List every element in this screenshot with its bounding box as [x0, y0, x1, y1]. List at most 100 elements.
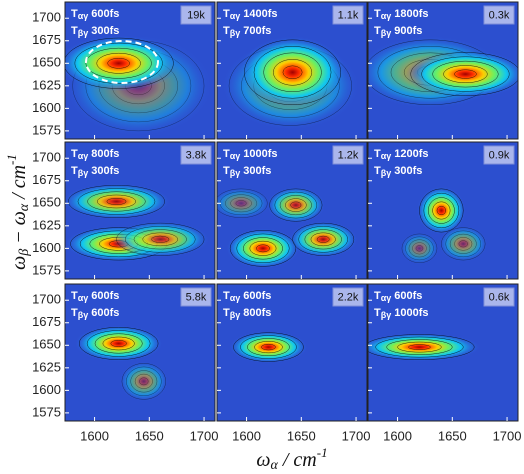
delay-value: 300fs	[243, 165, 271, 177]
panel-frame	[216, 1, 368, 140]
contour	[96, 52, 141, 74]
contour	[78, 327, 159, 360]
contour	[408, 239, 431, 258]
delay-symbol: T	[223, 290, 230, 302]
delay-value: 1800fs	[394, 8, 428, 20]
delay-sub: αγ	[381, 11, 392, 21]
peak	[75, 325, 163, 362]
y-tick-label: 1600	[32, 240, 61, 255]
contour	[235, 200, 247, 207]
plot-area	[217, 142, 367, 279]
delay-sub: αγ	[230, 11, 241, 21]
contour	[412, 242, 427, 255]
contour	[310, 232, 336, 247]
y-tick-label: 1675	[32, 172, 61, 187]
scale-box	[332, 287, 364, 307]
label-sub: β	[17, 249, 32, 257]
label-sup: -1	[317, 445, 328, 460]
contour	[273, 59, 313, 86]
panel-frame	[367, 1, 519, 140]
contour	[87, 191, 146, 212]
peak	[65, 183, 170, 220]
peak	[405, 50, 518, 98]
contour	[249, 240, 277, 256]
delay-value: 600fs	[91, 8, 119, 20]
delay-value: 900fs	[394, 25, 422, 37]
delay-value: 1400fs	[243, 8, 277, 20]
scale-box	[483, 5, 515, 25]
contour	[86, 330, 151, 357]
delay-symbol: T	[374, 290, 381, 302]
scale-box	[332, 5, 364, 25]
y-tick-label: 1575	[32, 404, 61, 419]
delay-sub: αγ	[78, 11, 89, 21]
scale-box	[180, 145, 212, 165]
contour	[454, 237, 473, 251]
delay-value: 300fs	[91, 165, 119, 177]
delay-label: Tαγ 600fs	[374, 290, 422, 303]
delay-symbol: T	[223, 165, 230, 177]
panel: 1600 1650 1700 1575 1600 1625 1650 1675 1700 Tαγ 6…	[32, 283, 219, 443]
x-tick-label: 1650	[438, 428, 467, 443]
delay-label: Tαγ 600fs	[71, 290, 119, 303]
delay-label: Tβγ 900fs	[374, 25, 422, 38]
contour	[263, 52, 322, 93]
scale-label: 3.8k	[186, 149, 207, 161]
panel-frame	[367, 283, 519, 422]
contour	[368, 334, 475, 360]
contour	[142, 232, 179, 247]
contour	[443, 65, 488, 84]
panel-frame	[367, 141, 519, 280]
delay-symbol: T	[374, 148, 381, 160]
scale-box	[483, 287, 515, 307]
contour	[106, 197, 127, 205]
contour	[256, 244, 270, 253]
contour	[458, 240, 468, 248]
delay-symbol: T	[223, 307, 230, 319]
delay-value: 800fs	[243, 307, 271, 319]
delay-sub: αγ	[381, 151, 392, 161]
delay-symbol: T	[71, 148, 78, 160]
delay-value: 700fs	[243, 25, 271, 37]
delay-symbol: T	[223, 8, 230, 20]
contour	[304, 229, 342, 250]
contour	[298, 226, 348, 253]
delay-label: Tαγ 1200fs	[374, 148, 429, 161]
y-tick-label: 1600	[32, 382, 61, 397]
scale-label: 19k	[187, 9, 205, 21]
label-part: ω	[8, 256, 30, 270]
contour	[269, 188, 323, 222]
x-tick-label: 1650	[287, 428, 316, 443]
contour	[130, 370, 158, 393]
contour	[408, 344, 431, 350]
y-tick-label: 1700	[32, 10, 61, 25]
x-tick-label: 1700	[493, 428, 522, 443]
contour	[279, 195, 312, 216]
contour	[261, 343, 276, 351]
delay-sub: βγ	[78, 168, 89, 178]
y-tick-label: 1625	[32, 217, 61, 232]
delay-label: Tαγ 600fs	[71, 8, 119, 21]
y-tick-label: 1675	[32, 32, 61, 47]
x-tick-label: 1600	[383, 428, 412, 443]
contour	[65, 37, 174, 89]
scale-label: 2.2k	[338, 291, 359, 303]
delay-sub: βγ	[381, 168, 392, 178]
plot-area	[65, 142, 215, 279]
label-sup: -1	[4, 154, 19, 165]
delay-label: Tβγ 600fs	[71, 307, 119, 320]
delay-symbol: T	[71, 290, 78, 302]
delay-label: Tαγ 1800fs	[374, 8, 429, 21]
panel-frame	[64, 283, 216, 422]
highlight	[85, 40, 159, 84]
delay-value: 800fs	[91, 148, 119, 160]
x-tick-label: 1650	[135, 428, 164, 443]
scale-box	[180, 287, 212, 307]
scale-label: 1.1k	[338, 9, 359, 21]
y-tick-label: 1625	[32, 359, 61, 374]
